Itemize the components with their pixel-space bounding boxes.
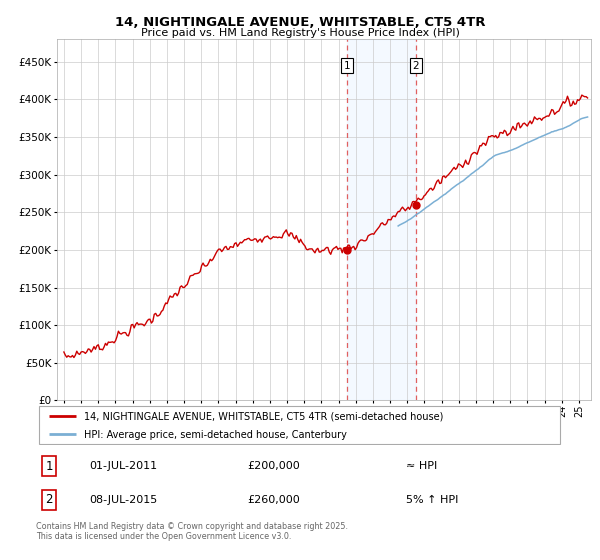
Text: 5% ↑ HPI: 5% ↑ HPI <box>406 495 458 505</box>
Text: 08-JUL-2015: 08-JUL-2015 <box>89 495 157 505</box>
FancyBboxPatch shape <box>38 406 560 444</box>
Text: 2: 2 <box>413 60 419 71</box>
Text: £200,000: £200,000 <box>247 461 300 471</box>
Text: 01-JUL-2011: 01-JUL-2011 <box>89 461 157 471</box>
Text: ≈ HPI: ≈ HPI <box>406 461 437 471</box>
Text: 14, NIGHTINGALE AVENUE, WHITSTABLE, CT5 4TR: 14, NIGHTINGALE AVENUE, WHITSTABLE, CT5 … <box>115 16 485 29</box>
Text: £260,000: £260,000 <box>247 495 300 505</box>
Text: Price paid vs. HM Land Registry's House Price Index (HPI): Price paid vs. HM Land Registry's House … <box>140 28 460 38</box>
Text: 2: 2 <box>46 493 53 506</box>
Text: Contains HM Land Registry data © Crown copyright and database right 2025.
This d: Contains HM Land Registry data © Crown c… <box>36 522 348 542</box>
Text: HPI: Average price, semi-detached house, Canterbury: HPI: Average price, semi-detached house,… <box>83 430 346 440</box>
Bar <box>347 39 416 400</box>
Text: 1: 1 <box>344 60 350 71</box>
Text: 1: 1 <box>46 460 53 473</box>
Text: 14, NIGHTINGALE AVENUE, WHITSTABLE, CT5 4TR (semi-detached house): 14, NIGHTINGALE AVENUE, WHITSTABLE, CT5 … <box>83 411 443 421</box>
